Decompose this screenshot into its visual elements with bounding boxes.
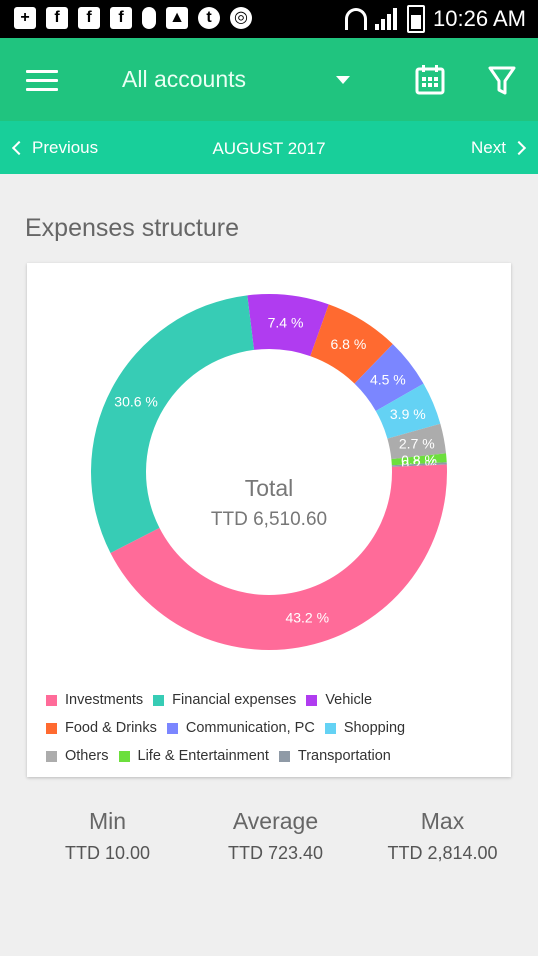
total-label: Total: [244, 475, 294, 501]
slice-label: 30.6 %: [114, 393, 158, 409]
legend-item[interactable]: Financial expenses: [153, 692, 296, 708]
figure-icon: [142, 7, 156, 29]
slice-transportation[interactable]: [391, 462, 447, 467]
stat-max: Max TTD 2,814.00: [353, 808, 532, 864]
month-label: AUGUST 2017: [212, 139, 326, 158]
slice-label: 7.4 %: [268, 314, 304, 330]
stat-min-label: Min: [88, 808, 127, 834]
battery-icon: [407, 5, 426, 33]
stat-max-label: Max: [420, 808, 465, 834]
slice-label: 3.9 %: [390, 406, 426, 422]
slice-food-drinks[interactable]: [310, 304, 393, 384]
legend-label: Financial expenses: [172, 692, 297, 708]
filter-icon[interactable]: [487, 65, 517, 97]
legend-item[interactable]: Communication, PC: [166, 720, 315, 736]
slice-shopping[interactable]: [375, 383, 441, 439]
instagram-icon: ◎: [230, 7, 252, 29]
donut-chart: 7.4 %6.8 %4.5 %3.9 %2.7 %0.8 %0.2 %43.2 …: [90, 294, 448, 650]
slice-label: 2.7 %: [399, 436, 435, 452]
legend-swatch: [324, 722, 336, 734]
add-icon: +: [14, 7, 36, 29]
legend-item[interactable]: Food & Drinks: [46, 720, 157, 736]
legend-label: Life & Entertainment: [137, 748, 269, 764]
app-bar: All accounts: [0, 38, 538, 121]
previous-label: Previous: [32, 138, 99, 157]
twitter-icon: t: [198, 7, 220, 29]
legend-label: Food & Drinks: [65, 720, 157, 736]
legend-swatch: [46, 722, 57, 734]
slice-financial-expenses[interactable]: [90, 295, 255, 553]
stat-min-value: TTD 10.00: [64, 843, 151, 863]
facebook-icon: f: [110, 7, 132, 29]
legend-item[interactable]: Others: [46, 748, 109, 764]
slice-communication-pc[interactable]: [354, 344, 424, 411]
total-value: TTD 6,510.60: [210, 509, 328, 530]
facebook-icon: f: [46, 7, 68, 29]
section-title: Expenses structure: [25, 214, 239, 242]
chart-legend: Investments Financial expenses Vehicle Food…: [46, 686, 506, 770]
next-button[interactable]: Next: [471, 138, 527, 158]
slice-investments[interactable]: [110, 464, 448, 650]
calendar-icon[interactable]: [415, 65, 445, 95]
legend-item[interactable]: Investments: [46, 692, 143, 708]
legend-row: Investments Financial expenses Vehicle: [46, 686, 506, 714]
stat-average: Average TTD 723.40: [186, 808, 365, 864]
previous-button[interactable]: Previous: [11, 138, 99, 158]
legend-label: Investments: [65, 692, 144, 708]
legend-item[interactable]: Vehicle: [306, 692, 372, 708]
stat-average-value: TTD 723.40: [227, 843, 324, 863]
legend-swatch: [153, 694, 165, 706]
legend-label: Others: [65, 748, 109, 764]
slice-label: 6.8 %: [330, 336, 366, 352]
image-icon: ▲: [166, 7, 188, 29]
legend-label: Communication, PC: [185, 720, 315, 736]
legend-label: Shopping: [343, 720, 406, 736]
next-label: Next: [471, 138, 506, 157]
legend-item[interactable]: Shopping: [324, 720, 406, 736]
legend-swatch: [278, 750, 290, 762]
legend-swatch: [46, 694, 57, 706]
signal-icon: [375, 8, 399, 30]
status-bar: + f f f ▲ t ◎ 10:26 AM: [0, 0, 538, 38]
menu-icon[interactable]: [26, 70, 58, 92]
facebook-icon: f: [78, 7, 100, 29]
chevron-right-icon: [511, 140, 527, 156]
account-selector[interactable]: All accounts: [122, 66, 247, 92]
dropdown-icon[interactable]: [336, 76, 350, 84]
slice-others[interactable]: [387, 423, 447, 460]
legend-swatch: [46, 750, 57, 762]
slice-life-entertainment[interactable]: [391, 453, 447, 466]
legend-item[interactable]: Life & Entertainment: [118, 748, 269, 764]
stat-min: Min TTD 10.00: [18, 808, 197, 864]
legend-swatch: [306, 694, 318, 706]
legend-label: Vehicle: [325, 692, 373, 708]
slice-vehicle[interactable]: [247, 294, 329, 357]
expenses-chart-card: 7.4 % 6.8 % 4.5 % 3.9 % 2.7 % 0.8 % 0.2 % 43.2 …: [27, 263, 511, 777]
legend-swatch: [118, 750, 130, 762]
legend-item[interactable]: Transportation: [278, 748, 391, 764]
status-time: 10:26 AM: [433, 6, 526, 31]
wifi-icon: [345, 8, 368, 30]
legend-row: Food & Drinks Communication, PC Shopping: [46, 714, 506, 742]
legend-swatch: [166, 722, 178, 734]
legend-label: Transportation: [297, 748, 391, 764]
stat-average-label: Average: [232, 808, 319, 834]
legend-row: Others Life & Entertainment Transportation: [46, 742, 506, 770]
stat-max-value: TTD 2,814.00: [387, 843, 498, 863]
slice-label: 43.2 %: [285, 610, 329, 626]
slice-label: 4.5 %: [370, 372, 406, 388]
notification-icons: + f f f ▲ t ◎: [14, 7, 252, 29]
period-nav: Previous AUGUST 2017 Next: [0, 121, 538, 174]
